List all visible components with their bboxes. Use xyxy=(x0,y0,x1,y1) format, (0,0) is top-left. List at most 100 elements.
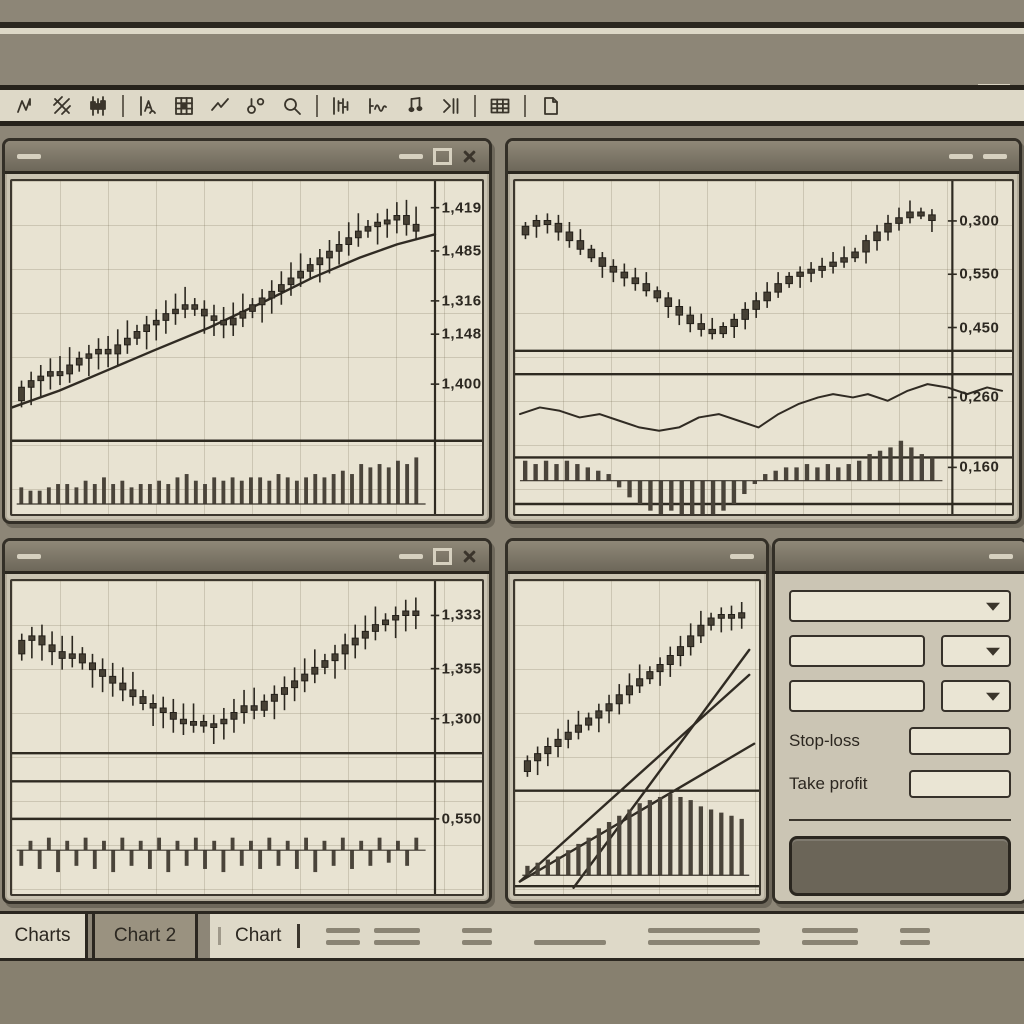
window-menu-dash-icon[interactable] xyxy=(17,553,41,559)
price-axis-label: 1,355 xyxy=(441,660,482,678)
notes-icon[interactable] xyxy=(400,93,428,119)
price-axis-label: 1,419 xyxy=(441,199,482,217)
chart-window-4-titlebar[interactable] xyxy=(508,541,766,574)
toolbar-separator xyxy=(524,94,526,117)
divider xyxy=(789,819,1011,821)
status-mark-group xyxy=(326,927,421,945)
price-axis-label: 1,400 xyxy=(441,375,482,393)
price-axis-label: 0,450 xyxy=(959,319,1000,337)
window-menu-dash-icon[interactable] xyxy=(17,153,41,159)
app-bottom-edge xyxy=(0,961,1024,1024)
window-minimize-button[interactable] xyxy=(399,153,423,159)
chevron-down-icon xyxy=(986,692,1000,701)
chart-workspace: 1,419 1,485 1,316 1,148 1,400 0,300 0,550 0,45… xyxy=(0,126,1024,911)
candlestick-chart-1[interactable]: 1,419 1,485 1,316 1,148 1,400 xyxy=(10,179,484,516)
status-mark-group xyxy=(900,927,931,945)
price-axis-label: 0,550 xyxy=(959,265,1000,283)
stop-loss-label: Stop-loss xyxy=(789,731,860,750)
app-top-border xyxy=(0,22,1024,28)
play-pause-icon[interactable] xyxy=(436,93,464,119)
volume-input[interactable] xyxy=(789,635,925,667)
bars-compare-icon[interactable] xyxy=(328,93,356,119)
hatch-cross-icon[interactable] xyxy=(48,93,76,119)
window-close-button[interactable] xyxy=(462,549,477,564)
status-mark-dash xyxy=(648,939,761,945)
price-axis-label: 1,333 xyxy=(441,606,482,624)
app-titlebar[interactable] xyxy=(0,34,1024,111)
chart-canvas xyxy=(515,581,759,894)
status-mark-dash xyxy=(900,939,931,945)
status-mark-dash xyxy=(802,927,859,933)
status-mark-dash xyxy=(802,939,859,945)
window-close-button[interactable] xyxy=(462,149,477,164)
chart-window-1: 1,419 1,485 1,316 1,148 1,400 xyxy=(2,138,492,524)
order-type-dropdown[interactable] xyxy=(941,680,1011,712)
window-minimize-button[interactable] xyxy=(989,553,1013,559)
shapes-circles-icon[interactable] xyxy=(242,93,270,119)
divider xyxy=(297,924,301,948)
status-mark-dash xyxy=(374,939,421,945)
tab-chart[interactable]: Chart xyxy=(235,925,282,946)
chart-window-2: 0,300 0,550 0,450 0,260 0,160 xyxy=(505,138,1022,524)
chart-window-4 xyxy=(505,538,769,904)
divider xyxy=(0,85,1024,90)
order-panel-body: Stop-loss Take profit xyxy=(775,574,1024,901)
window-minimize-button[interactable] xyxy=(399,553,423,559)
chart-canvas xyxy=(12,581,482,894)
tab-chart-2[interactable]: Chart 2 xyxy=(92,914,198,958)
app-top-edge xyxy=(0,0,1024,22)
bars-wave-icon[interactable] xyxy=(364,93,392,119)
status-mark-group xyxy=(534,928,607,945)
status-mark-group xyxy=(648,927,761,945)
window-minimize-button[interactable] xyxy=(730,553,754,559)
candlesticks-icon[interactable] xyxy=(84,93,112,119)
tab-strip: Chart xyxy=(210,914,1024,958)
grid-block-icon[interactable] xyxy=(170,93,198,119)
price-axis-label: 1,316 xyxy=(441,292,482,310)
window-minimize-button[interactable] xyxy=(949,153,973,159)
tab-charts[interactable]: Charts xyxy=(0,914,88,958)
take-profit-label: Take profit xyxy=(789,774,868,793)
status-marks xyxy=(326,927,931,945)
chart-window-3: 1,333 1,355 1,300 0,550 xyxy=(2,538,492,904)
window-restore-button[interactable] xyxy=(433,147,452,165)
table-grid-icon[interactable] xyxy=(486,93,514,119)
price-axis-label: 0,260 xyxy=(959,388,1000,406)
status-mark-group xyxy=(802,927,859,945)
take-profit-input[interactable] xyxy=(909,770,1011,798)
window-minimize-button[interactable] xyxy=(983,153,1007,159)
zoom-icon[interactable] xyxy=(278,93,306,119)
status-mark-dash xyxy=(326,939,361,945)
order-panel-window: Stop-loss Take profit xyxy=(772,538,1024,904)
price-axis-label: 0,550 xyxy=(441,810,482,828)
price-axis-label: 0,160 xyxy=(959,458,1000,476)
cursor-trend-icon[interactable] xyxy=(12,93,40,119)
price-axis-label: 0,300 xyxy=(959,212,1000,230)
document-icon[interactable] xyxy=(536,93,564,119)
order-panel-titlebar[interactable] xyxy=(775,541,1024,574)
price-axis-label: 1,485 xyxy=(441,242,482,260)
toolbar-separator xyxy=(474,94,476,117)
status-mark-dash xyxy=(648,927,761,933)
trendline-icon[interactable] xyxy=(206,93,234,119)
chart-cursor-icon[interactable] xyxy=(134,93,162,119)
divider xyxy=(218,927,221,945)
status-mark-dash xyxy=(534,939,607,945)
candlestick-chart-3[interactable]: 1,333 1,355 1,300 0,550 xyxy=(10,579,484,896)
price-axis-label: 1,148 xyxy=(441,325,482,343)
candlestick-chart-4[interactable] xyxy=(513,579,761,896)
order-type-input[interactable] xyxy=(789,680,925,712)
chart-canvas xyxy=(12,181,482,514)
stop-loss-input[interactable] xyxy=(909,727,1011,755)
volume-dropdown[interactable] xyxy=(941,635,1011,667)
window-restore-button[interactable] xyxy=(433,547,452,565)
candlestick-chart-2[interactable]: 0,300 0,550 0,450 0,260 0,160 xyxy=(513,179,1014,516)
chevron-down-icon xyxy=(986,647,1000,656)
chart-window-1-titlebar[interactable] xyxy=(5,141,489,174)
symbol-dropdown[interactable] xyxy=(789,590,1011,622)
toolbar-separator xyxy=(316,94,318,117)
chart-window-2-titlebar[interactable] xyxy=(508,141,1019,174)
place-order-button[interactable] xyxy=(789,836,1011,896)
bottom-tab-bar: Charts Chart 2 Chart xyxy=(0,911,1024,961)
chart-window-3-titlebar[interactable] xyxy=(5,541,489,574)
